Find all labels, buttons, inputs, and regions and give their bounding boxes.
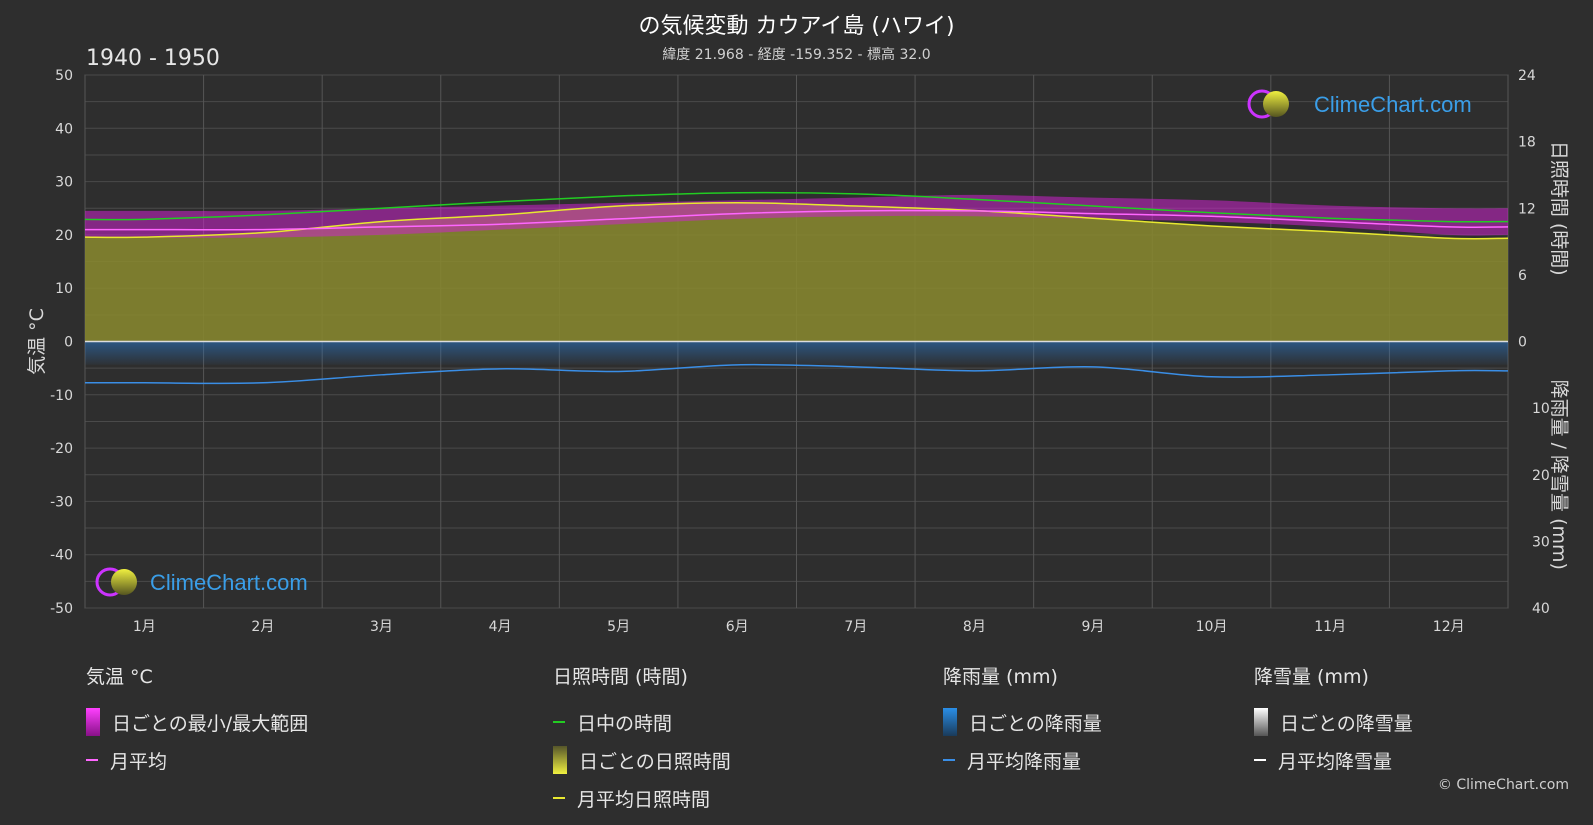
legend-snow-daily-label: 日ごとの降雪量: [1280, 712, 1413, 735]
y-left-tick: 50: [55, 68, 73, 84]
x-tick: 12月: [1433, 619, 1465, 635]
legend-sun-avg: 月平均日照時間: [553, 779, 731, 817]
legend-snow-avg: 月平均降雪量: [1254, 741, 1413, 779]
legend-snow-avg-label: 月平均降雪量: [1278, 750, 1393, 773]
legend-rain: 降雨量 (mm) 日ごとの降雨量 月平均降雨量: [943, 662, 1102, 779]
x-tick: 7月: [844, 619, 867, 635]
watermark-bottom: ClimeChart.com: [95, 567, 308, 597]
legend-snow-daily: 日ごとの降雪量: [1254, 703, 1413, 741]
legend-sun: 日照時間 (時間) 日中の時間 日ごとの日照時間 月平均日照時間: [553, 662, 731, 817]
climate-chart: 50 40 30 20 10 0 -10 -20 -30 -40 -50 24 18 12 6 0 10 20 30…: [26, 68, 1570, 635]
y-left-tick: -40: [50, 548, 73, 564]
temp-range-area: [85, 194, 1508, 238]
rain-daily-area: [85, 341, 1508, 365]
y-left-tick: 0: [64, 335, 73, 351]
chart-subtitle: 緯度 21.968 - 経度 -159.352 - 標高 32.0: [662, 47, 931, 63]
y-right-top-tick: 12: [1518, 201, 1536, 217]
temp-avg-swatch-icon: [86, 759, 98, 761]
daylight-swatch-icon: [553, 721, 565, 723]
rain-swatch-icon: [943, 708, 957, 736]
y-left-tick: 20: [55, 228, 73, 244]
y-right-bottom-tick: 10: [1532, 401, 1550, 417]
legend-sun-avg-label: 月平均日照時間: [577, 788, 711, 811]
legend-snow: 降雪量 (mm) 日ごとの降雪量 月平均降雪量: [1254, 662, 1413, 779]
legend-temp: 気温 °C 日ごとの最小/最大範囲 月平均: [86, 662, 308, 779]
legend-rain-daily: 日ごとの降雨量: [943, 703, 1102, 741]
watermark-text: ClimeChart.com: [150, 570, 308, 595]
legend-temp-avg-label: 月平均: [110, 750, 168, 773]
y-left-tick: 40: [55, 121, 73, 137]
y-right-bottom-tick: 20: [1532, 468, 1550, 484]
temp-avg-line: [85, 209, 1508, 231]
legend-daylight: 日中の時間: [553, 703, 731, 741]
rain-avg-line: [85, 363, 1508, 385]
snow-swatch-icon: [1254, 708, 1268, 736]
x-tick: 5月: [607, 619, 630, 635]
y-right-top-tick: 18: [1518, 135, 1536, 151]
sunshine-daily-area: [85, 202, 1508, 342]
legend-rain-title: 降雨量 (mm): [943, 666, 1058, 688]
x-tick: 9月: [1081, 619, 1104, 635]
x-tick: 1月: [133, 619, 156, 635]
temp-range-band: [85, 194, 1508, 238]
legend-snow-title: 降雪量 (mm): [1254, 666, 1369, 688]
sunshine-area: [85, 202, 1508, 342]
legend-sun-title: 日照時間 (時間): [553, 666, 688, 688]
x-tick: 2月: [251, 619, 274, 635]
y-left-tick: 30: [55, 175, 73, 191]
legend-rain-avg: 月平均降雨量: [943, 741, 1102, 779]
watermark-text: ClimeChart.com: [1314, 92, 1472, 117]
legend-temp-range-label: 日ごとの最小/最大範囲: [112, 712, 309, 735]
legend-sun-daily: 日ごとの日照時間: [553, 741, 731, 779]
legend-temp-avg: 月平均: [86, 741, 308, 779]
y-left-tick: -30: [50, 494, 73, 510]
y-left-tick: 10: [55, 281, 73, 297]
snow-avg-swatch-icon: [1254, 759, 1266, 761]
y-left-tick: -20: [50, 441, 73, 457]
legend-temp-title: 気温 °C: [86, 666, 153, 688]
legend-rain-daily-label: 日ごとの降雨量: [969, 712, 1102, 735]
y-left-label: 気温 °C: [26, 308, 48, 375]
y-right-top-tick: 24: [1518, 68, 1536, 84]
x-tick: 10月: [1196, 619, 1228, 635]
logo-sun-icon: [111, 569, 137, 595]
x-tick: 4月: [489, 619, 512, 635]
y-right-top-tick: 6: [1518, 268, 1527, 284]
temp-range-swatch-icon: [86, 708, 100, 736]
y-right-top-label: 日照時間 (時間): [1548, 141, 1570, 276]
y-right-bottom-tick: 40: [1532, 601, 1550, 617]
sunshine-avg-line: [85, 201, 1508, 240]
rain-avg-swatch-icon: [943, 759, 955, 761]
x-tick: 8月: [963, 619, 986, 635]
sunshine-swatch-icon: [553, 746, 567, 774]
legend-temp-range: 日ごとの最小/最大範囲: [86, 703, 308, 741]
daylight-line: [85, 191, 1508, 223]
chart-title: の気候変動 カウアイ島 (ハワイ): [638, 14, 955, 39]
y-right-top-tick: 0: [1518, 335, 1527, 351]
x-tick: 11月: [1314, 619, 1346, 635]
period-label: 1940 - 1950: [86, 46, 220, 71]
rain-area: [85, 341, 1508, 365]
watermark-top: ClimeChart.com: [1247, 89, 1472, 119]
y-right-bottom-tick: 30: [1532, 534, 1550, 550]
copyright: © ClimeChart.com: [1437, 777, 1569, 793]
legend-daylight-label: 日中の時間: [577, 712, 673, 735]
x-tick: 6月: [726, 619, 749, 635]
axes: 50 40 30 20 10 0 -10 -20 -30 -40 -50 24 18 12 6 0 10 20 30…: [26, 68, 1570, 635]
logo-sun-icon: [1263, 91, 1289, 117]
y-left-tick: -50: [50, 601, 73, 617]
series-lines: [85, 191, 1508, 385]
y-right-bottom-label: 降雨量 / 降雪量 (mm): [1548, 380, 1570, 570]
y-left-tick: -10: [50, 388, 73, 404]
x-tick: 3月: [370, 619, 393, 635]
sunshine-avg-swatch-icon: [553, 797, 565, 799]
legend-sun-daily-label: 日ごとの日照時間: [579, 750, 731, 773]
legend-rain-avg-label: 月平均降雨量: [967, 750, 1082, 773]
